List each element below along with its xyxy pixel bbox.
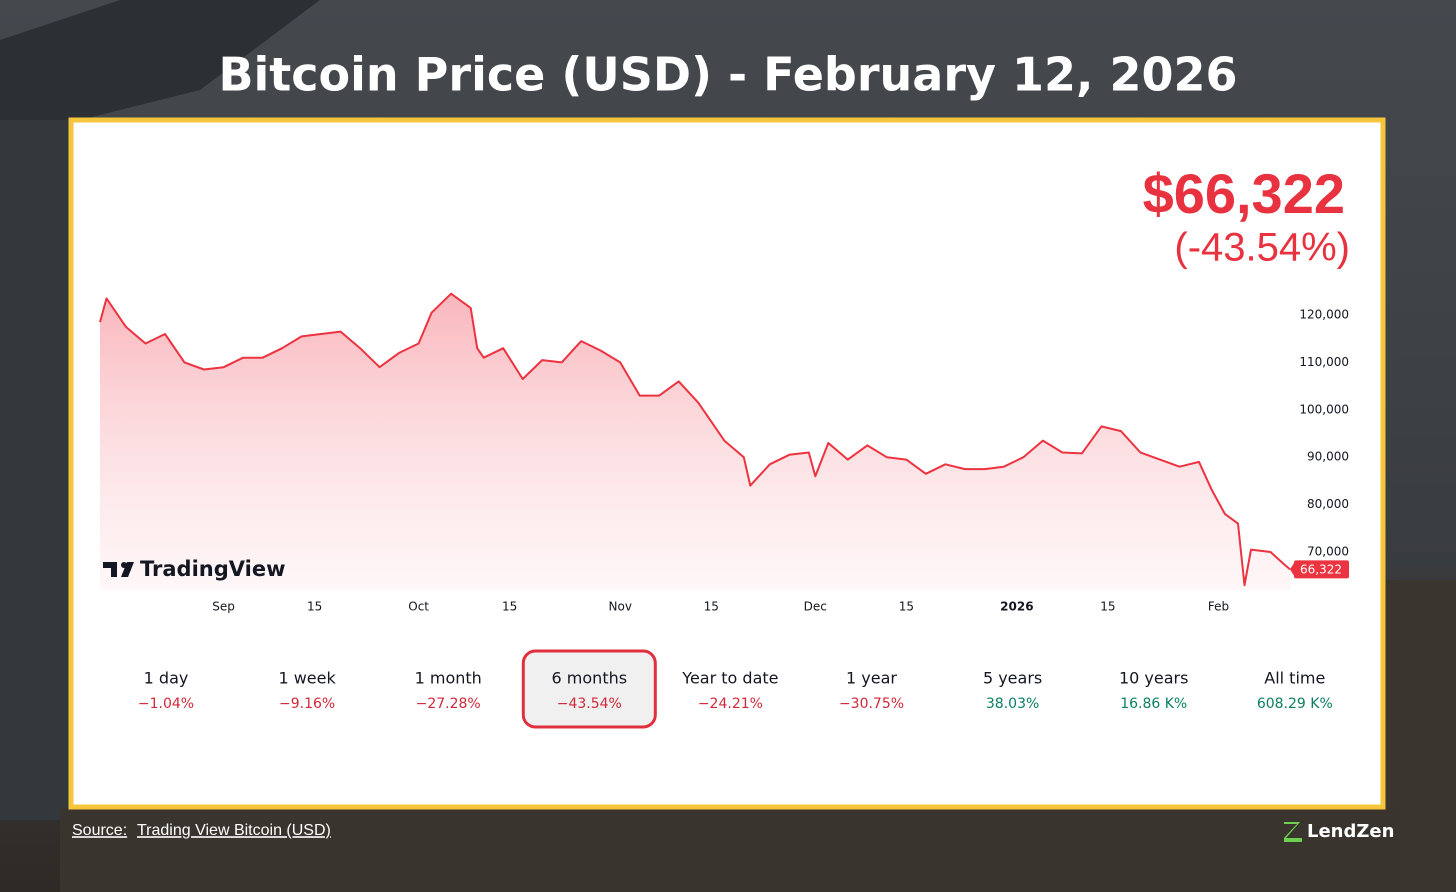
tab-hit[interactable] xyxy=(1088,651,1220,727)
tab-label: All time xyxy=(1264,669,1325,688)
last-price-pointer xyxy=(1290,561,1295,578)
x-tick-label: Sep xyxy=(212,600,235,614)
tab-change: 16.86 K% xyxy=(1120,696,1187,712)
tab-label: 6 months xyxy=(552,669,628,688)
logo-text: TradingView xyxy=(140,557,285,581)
tab-change: −9.16% xyxy=(279,696,335,712)
area xyxy=(100,293,1290,590)
tab-hit[interactable] xyxy=(664,651,796,727)
tab-change: −27.28% xyxy=(416,696,481,712)
tab-label: 1 day xyxy=(144,669,189,688)
tab-change: 38.03% xyxy=(986,696,1039,712)
price-line xyxy=(99,292,1291,587)
y-tick-label: 70,000 xyxy=(1307,544,1349,558)
x-tick-label: 15 xyxy=(899,600,914,614)
tab-label: 5 years xyxy=(983,669,1042,688)
tradingview-logo: TradingView xyxy=(103,557,285,581)
last-price-label: 66,322 xyxy=(1300,562,1342,576)
brand: LendZen xyxy=(1284,821,1394,842)
x-tick-label: Nov xyxy=(609,600,632,614)
tab-hit[interactable] xyxy=(1229,651,1361,727)
tab-label: 10 years xyxy=(1119,669,1188,688)
y-tick-label: 120,000 xyxy=(1299,308,1349,322)
period-tabs: 1 day −1.04% 1 week −9.16% 1 month −27.28% 6 m… xyxy=(100,649,1361,729)
x-tick-label: Dec xyxy=(804,600,827,614)
x-tick-label: Feb xyxy=(1208,600,1229,614)
tab-label: 1 year xyxy=(846,669,897,688)
roof xyxy=(0,0,320,140)
logo-dot xyxy=(121,562,127,568)
x-tick-label: 15 xyxy=(502,600,517,614)
title: Bitcoin Price (USD) - February 12, 2026 xyxy=(218,48,1237,102)
x-tick-label: Oct xyxy=(408,600,429,614)
y-tick-label: 90,000 xyxy=(1307,450,1349,464)
ground xyxy=(60,808,1400,892)
source-label: Source: xyxy=(72,822,127,839)
tab-change: −1.04% xyxy=(138,696,194,712)
tab-label: 1 month xyxy=(415,669,482,688)
tab-label: 1 week xyxy=(278,669,336,688)
house-wall xyxy=(0,120,70,820)
source-link[interactable]: Trading View Bitcoin (USD) xyxy=(137,822,331,839)
tab-change: −24.21% xyxy=(698,696,763,712)
tab-hit[interactable] xyxy=(806,651,938,727)
price-change: (-43.54%) xyxy=(1174,226,1350,270)
brand-icon xyxy=(1284,822,1302,842)
y-tick-label: 80,000 xyxy=(1307,497,1349,511)
y-tick-label: 100,000 xyxy=(1299,402,1349,416)
tab-hit[interactable] xyxy=(947,651,1079,727)
tab-change: −43.54% xyxy=(557,696,622,712)
x-tick-label: 15 xyxy=(704,600,719,614)
brand-name: LendZen xyxy=(1307,821,1394,842)
selected-tab xyxy=(521,649,657,729)
tab-hit[interactable] xyxy=(382,651,514,727)
tab-hit[interactable] xyxy=(100,651,232,727)
price: $66,322 xyxy=(1143,162,1345,225)
tab-change: 608.29 K% xyxy=(1257,696,1333,712)
x-tick-label: 2026 xyxy=(1000,600,1033,614)
tab-change: −30.75% xyxy=(839,696,904,712)
chart: 70,000 80,000 90,000 100,000 110,000 120,000 S… xyxy=(99,292,1349,614)
tab-label: Year to date xyxy=(681,669,778,688)
x-tick-label: 15 xyxy=(307,600,322,614)
tab-hit[interactable] xyxy=(241,651,373,727)
y-tick-label: 110,000 xyxy=(1299,355,1349,369)
last-price-box xyxy=(1294,560,1349,579)
x-tick-label: 15 xyxy=(1100,600,1115,614)
tab-hit[interactable] xyxy=(523,651,655,727)
